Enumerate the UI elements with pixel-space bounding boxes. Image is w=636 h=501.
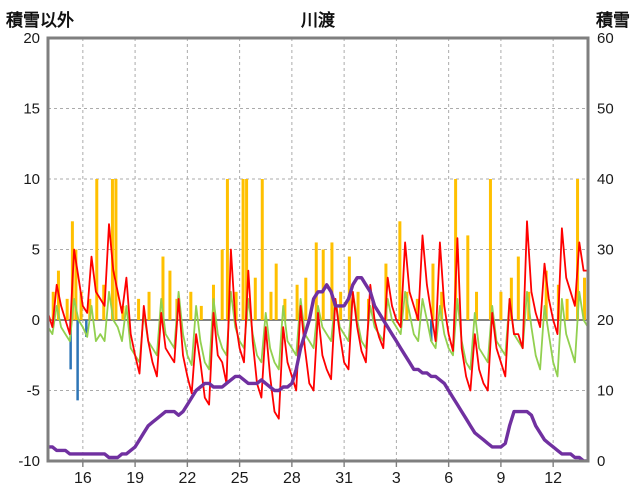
orange-bars <box>304 277 308 320</box>
orange-bars <box>499 291 503 320</box>
orange-bars <box>330 242 334 320</box>
orange-bars <box>220 249 224 320</box>
orange-bars <box>431 263 435 320</box>
blue-bars <box>76 320 79 401</box>
x-axis-tick-label: 25 <box>231 470 249 487</box>
purple-line-snow-depth <box>48 276 588 461</box>
right-axis-tick-label: 0 <box>597 453 605 470</box>
right-axis-tick-label: 50 <box>597 101 614 118</box>
orange-bars <box>347 256 351 320</box>
orange-bars <box>509 277 513 320</box>
left-axis-title: 積雪以外 <box>6 11 74 30</box>
orange-bars <box>283 298 287 320</box>
right-axis-tick-label: 20 <box>597 312 614 329</box>
blue-bars <box>85 320 88 337</box>
orange-bars <box>199 305 203 320</box>
orange-bars <box>95 179 99 320</box>
orange-bars <box>295 284 299 320</box>
left-axis-tick-label: 10 <box>23 171 40 188</box>
left-axis-tick-label: -10 <box>18 453 40 470</box>
right-axis-tick-label: 40 <box>597 171 614 188</box>
orange-bars <box>121 305 125 320</box>
orange-bars <box>466 235 470 320</box>
orange-bars <box>576 179 580 320</box>
x-axis-tick-label: 6 <box>444 470 453 487</box>
green-line <box>48 290 588 378</box>
orange-bars <box>544 270 548 320</box>
right-axis-tick-label: 10 <box>597 383 614 400</box>
left-axis-tick-label: -5 <box>27 383 40 400</box>
orange-bars <box>321 249 325 320</box>
x-axis-tick-label: 28 <box>283 470 301 487</box>
orange-bars <box>356 291 360 320</box>
orange-bars <box>314 242 318 320</box>
x-axis-tick-label: 16 <box>74 470 92 487</box>
orange-bars <box>114 179 118 320</box>
orange-bars <box>147 291 151 320</box>
x-axis-tick-label: 31 <box>335 470 353 487</box>
orange-bars <box>454 179 458 320</box>
orange-bars <box>440 291 444 320</box>
blue-bars <box>429 320 433 342</box>
orange-bars <box>241 179 245 320</box>
orange-bars <box>65 298 69 320</box>
chart-title: 川渡 <box>301 11 335 30</box>
plot-frame <box>46 36 590 463</box>
blue-bars <box>69 320 72 370</box>
x-axis-tick-label: 9 <box>496 470 505 487</box>
orange-bars <box>79 291 83 320</box>
orange-bars <box>269 291 273 320</box>
orange-bars <box>74 249 78 320</box>
x-axis-tick-label: 3 <box>392 470 401 487</box>
orange-bars <box>565 298 569 320</box>
orange-bars <box>51 291 55 320</box>
red-line <box>48 220 588 420</box>
orange-bars <box>225 179 229 320</box>
orange-bars <box>260 179 264 320</box>
orange-bars <box>405 291 409 320</box>
orange-bars <box>137 298 141 320</box>
left-axis-tick-label: 20 <box>23 30 40 47</box>
orange-bars <box>583 277 587 320</box>
orange-bars <box>398 221 402 320</box>
orange-bars <box>168 270 172 320</box>
x-axis-tick-label: 22 <box>178 470 196 487</box>
orange-bars <box>189 291 193 320</box>
left-axis-tick-label: 5 <box>32 242 40 259</box>
right-axis-tick-label: 60 <box>597 30 614 47</box>
orange-bars <box>475 291 479 320</box>
orange-bars <box>253 277 257 320</box>
orange-bars <box>88 298 92 320</box>
orange-bars <box>110 179 114 320</box>
orange-bars <box>488 179 492 320</box>
orange-bars <box>245 179 249 320</box>
x-axis-tick-label: 19 <box>126 470 144 487</box>
left-axis-tick-label: 15 <box>23 101 40 118</box>
orange-bars <box>415 298 419 320</box>
orange-bars <box>234 291 238 320</box>
orange-bars <box>102 284 106 320</box>
x-axis-tick-label: 12 <box>544 470 562 487</box>
orange-bars <box>161 256 165 320</box>
right-axis-tick-label: 30 <box>597 242 614 259</box>
right-axis-title: 積雪 <box>596 11 630 30</box>
left-axis-tick-label: 0 <box>32 312 40 329</box>
orange-bars <box>274 263 278 320</box>
orange-bars <box>516 256 520 320</box>
